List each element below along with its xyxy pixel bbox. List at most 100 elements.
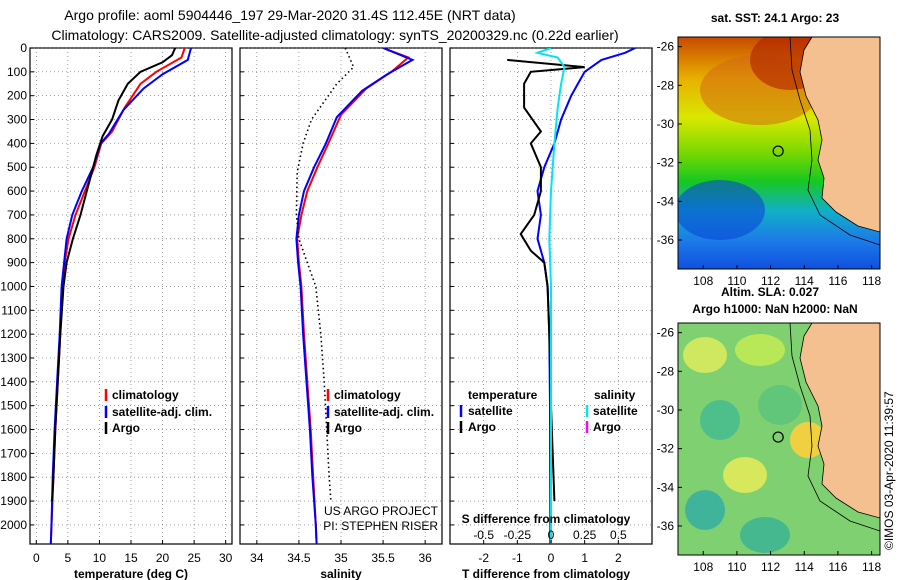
sla-patch — [740, 517, 790, 553]
salinity-xlabel: salinity — [320, 567, 362, 580]
sla-patch — [790, 422, 826, 458]
legend-t-satellite-label: satellite — [468, 404, 513, 418]
x-tick-label: 35 — [334, 551, 348, 565]
x-tick-label: 30 — [219, 551, 233, 565]
difference-xlabel-t: T difference from climatology — [462, 567, 630, 580]
depth-tick-label: 1500 — [0, 399, 27, 413]
depth-tick-label: 2000 — [0, 518, 27, 532]
series-line-t-argo — [507, 58, 585, 502]
x-tick-label: 15 — [124, 551, 138, 565]
depth-tick-label: 1600 — [0, 423, 27, 437]
x-tick-label: -2 — [478, 551, 489, 565]
legend-satellite-label: satellite-adj. clim. — [112, 405, 212, 419]
depth-tick-label: 1300 — [0, 351, 27, 365]
sst-cold-patch — [678, 180, 765, 240]
map-lat-label: -26 — [657, 40, 675, 54]
sla-patch — [683, 337, 727, 373]
title-line-1: Argo profile: aoml 5904446_197 29-Mar-20… — [64, 7, 515, 23]
map-lat-label: -36 — [657, 519, 675, 533]
depth-tick-label: 1400 — [0, 375, 27, 389]
sla-patch — [700, 400, 740, 440]
imos-credit: ©IMOS 03-Apr-2020 11:39:57 — [882, 391, 896, 550]
x2-tick-label: 0 — [548, 528, 555, 542]
depth-tick-label: 0 — [20, 41, 27, 55]
series-line-climatology — [49, 48, 186, 544]
depth-tick-label: 500 — [7, 160, 27, 174]
map-lon-label: 116 — [828, 560, 847, 574]
series-line-argo — [295, 48, 355, 502]
x2-tick-label: -0.25 — [504, 528, 532, 542]
legend-s-argo-label: Argo — [593, 420, 621, 434]
depth-tick-label: 400 — [7, 136, 27, 150]
series-line-satellite-adj-clim- — [295, 48, 415, 544]
legend-climatology-label: climatology — [334, 388, 401, 402]
temperature-panel: 0100200300400500600700800900100011001200… — [0, 41, 232, 580]
sst-map: sat. SST: 24.1 Argo: 23 108 110 112 114 116 1… — [657, 11, 882, 288]
x-tick-label: 36 — [418, 551, 432, 565]
sst-frame — [677, 36, 881, 270]
annotation-pi: PI: STEPHEN RISER — [323, 519, 438, 533]
map-lat-label: -28 — [657, 78, 675, 92]
sla-argo-marker — [772, 431, 784, 443]
series-line-climatology — [296, 48, 411, 544]
x-tick-label: 0 — [548, 551, 555, 565]
x-tick-label: 25 — [187, 551, 201, 565]
sst-map-title: sat. SST: 24.1 Argo: 23 — [711, 11, 840, 25]
map-lat-label: -26 — [657, 326, 675, 340]
legend-salinity-header: salinity — [594, 388, 636, 402]
map-lat-label: -34 — [657, 194, 675, 208]
map-lon-label: 112 — [761, 560, 780, 574]
map-lat-label: -34 — [657, 480, 675, 494]
x-tick-label: 0 — [33, 551, 40, 565]
map-lon-label: 116 — [828, 274, 847, 288]
sla-patch — [723, 457, 767, 493]
depth-tick-label: 800 — [7, 232, 27, 246]
depth-tick-label: 200 — [7, 89, 27, 103]
sst-land — [799, 37, 880, 233]
map-lon-label: 110 — [727, 560, 746, 574]
x-tick-label: 34.5 — [287, 551, 311, 565]
depth-tick-label: 600 — [7, 184, 27, 198]
depth-tick-label: 100 — [7, 65, 27, 79]
map-lon-label: 110 — [727, 274, 746, 288]
x-tick-label: 20 — [156, 551, 170, 565]
map-lat-label: -30 — [657, 403, 675, 417]
map-lat-label: -32 — [657, 156, 675, 170]
sla-patch — [758, 385, 802, 425]
legend-s-satellite-label: satellite — [593, 404, 638, 418]
depth-tick-label: 300 — [7, 113, 27, 127]
salinity-panel: 34 34.5 35 35.5 36 salinity climatology sate… — [239, 47, 443, 580]
legend-t-argo-label: Argo — [468, 420, 496, 434]
map-lat-label: -32 — [657, 442, 675, 456]
map-lon-label: 118 — [862, 274, 881, 288]
difference-xlabel-s: S difference from climatology — [462, 512, 631, 526]
annotation-project: US ARGO PROJECT — [324, 504, 439, 518]
map-lon-label: 108 — [693, 560, 713, 574]
x-tick-label: 2 — [615, 551, 622, 565]
series-line-t-satellite — [536, 48, 636, 544]
depth-tick-label: 1700 — [0, 446, 27, 460]
series-line-s-satellite — [533, 48, 566, 544]
map-lon-label: 118 — [862, 560, 881, 574]
sla-patch — [685, 490, 725, 530]
map-lon-label: 112 — [761, 274, 780, 288]
legend-temperature-header: temperature — [468, 388, 538, 402]
sla-map: Altim. SLA: 0.027 Argo h1000: NaN h2000:… — [657, 285, 882, 574]
map-lon-label: 114 — [795, 560, 814, 574]
salinity-legend: climatology satellite-adj. clim. Argo — [326, 388, 434, 435]
legend-argo-label: Argo — [112, 421, 140, 435]
x-tick-label: -1 — [512, 551, 523, 565]
sla-patch — [735, 334, 785, 366]
map-lat-label: -28 — [657, 364, 675, 378]
depth-tick-label: 1800 — [0, 470, 27, 484]
x-tick-label: 35.5 — [371, 551, 395, 565]
depth-tick-label: 900 — [7, 256, 27, 270]
sst-contour — [789, 37, 880, 246]
sla-land — [799, 323, 880, 519]
x2-tick-label: 0.25 — [573, 528, 597, 542]
x-tick-label: 5 — [65, 551, 72, 565]
x2-tick-label: -0.5 — [473, 528, 494, 542]
x2-tick-label: 0.5 — [610, 528, 627, 542]
title-line-2: Climatology: CARS2009. Satellite-adjuste… — [51, 27, 618, 43]
x-tick-label: 1 — [581, 551, 588, 565]
